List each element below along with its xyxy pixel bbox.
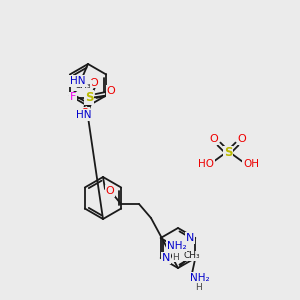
Text: HN: HN [70,76,86,86]
Text: HN: HN [76,110,92,120]
Text: NH₂: NH₂ [167,241,187,251]
Text: O: O [81,107,90,118]
Text: O: O [106,86,116,96]
Text: CH₃: CH₃ [184,251,200,260]
Text: O: O [210,134,218,144]
Text: H: H [195,284,202,292]
Text: O: O [106,186,114,196]
Text: NH₂: NH₂ [190,273,209,283]
Text: CH₃: CH₃ [74,81,91,90]
Text: HO: HO [198,159,214,169]
Text: F: F [70,92,76,103]
Text: OH: OH [243,159,259,169]
Text: O: O [238,134,246,144]
Text: N: N [186,233,194,243]
Text: O: O [90,77,99,88]
Text: S: S [85,91,93,104]
Text: H: H [172,253,179,262]
Text: N: N [161,253,170,263]
Text: S: S [224,146,232,160]
